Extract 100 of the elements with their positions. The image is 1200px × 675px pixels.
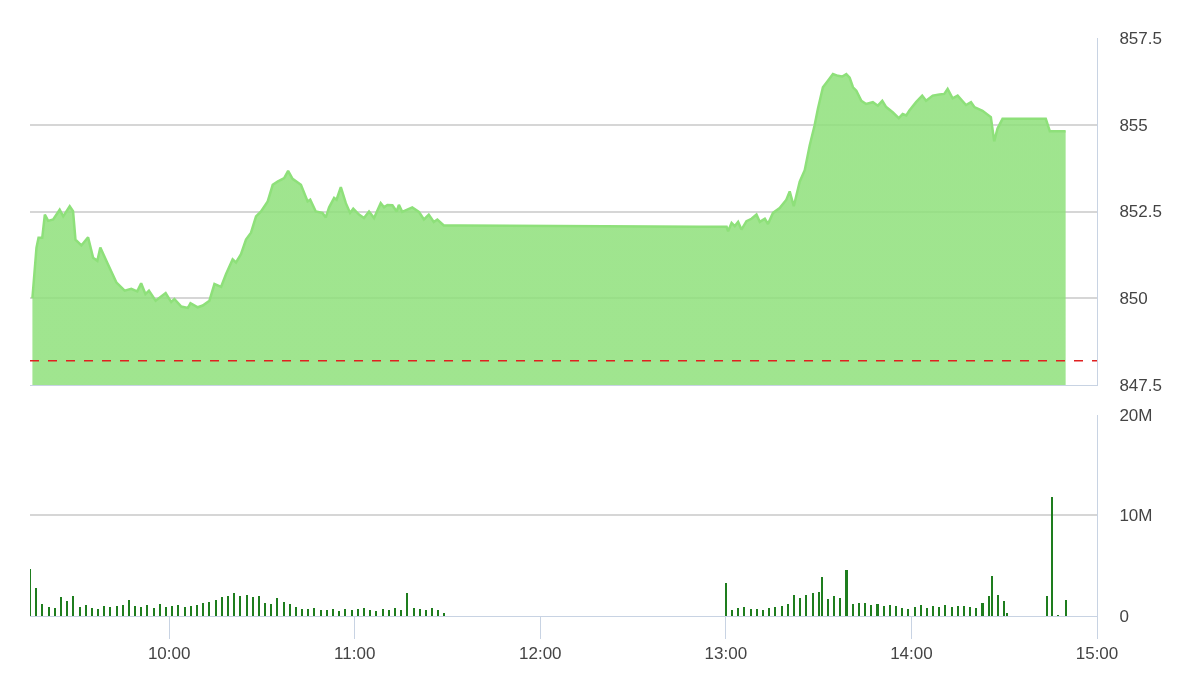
bar <box>35 587 37 616</box>
bar <box>85 604 87 616</box>
x-tick-label: 12:00 <box>519 644 562 664</box>
bar <box>845 569 848 616</box>
bar <box>332 608 334 616</box>
bar <box>997 594 999 616</box>
bar <box>375 610 377 616</box>
bar <box>122 604 124 616</box>
x-tick-label: 15:00 <box>1075 644 1119 664</box>
bar <box>246 594 248 616</box>
bar <box>190 605 192 616</box>
bar <box>351 609 353 616</box>
bar <box>301 608 303 616</box>
y-tick-label: 852.5 <box>1119 202 1162 222</box>
y-tick-label: 847.5 <box>1119 375 1162 395</box>
bar <box>431 607 433 616</box>
bar <box>283 601 285 616</box>
bar <box>134 605 136 616</box>
bar <box>951 606 953 616</box>
bar <box>839 597 841 616</box>
bar <box>357 608 359 616</box>
bar <box>363 607 365 616</box>
bar <box>991 575 993 616</box>
bar <box>258 595 260 616</box>
bar <box>344 608 346 616</box>
bar <box>313 607 315 616</box>
bar <box>400 609 402 616</box>
x-tick-label: 10:00 <box>147 644 191 664</box>
bar <box>338 610 340 616</box>
bar <box>146 604 148 616</box>
bar <box>116 605 118 616</box>
bar <box>781 605 783 616</box>
bar <box>289 603 291 616</box>
bar <box>768 607 770 616</box>
bar <box>48 606 50 616</box>
bar <box>140 606 142 616</box>
bar <box>827 598 829 616</box>
y-tick-label: 10M <box>1119 506 1153 526</box>
bar <box>907 608 909 616</box>
bar <box>276 597 278 616</box>
bar <box>320 609 322 616</box>
bar <box>864 602 866 616</box>
bar <box>969 606 971 616</box>
bar <box>812 592 814 616</box>
bar <box>1051 496 1053 616</box>
bar <box>821 576 823 616</box>
bar <box>889 604 891 616</box>
bar <box>805 594 807 616</box>
bar <box>787 603 789 616</box>
bar <box>72 595 74 616</box>
bar <box>165 606 167 616</box>
y-tick-label: 857.5 <box>1119 28 1162 48</box>
bar <box>171 605 173 616</box>
bar <box>388 609 390 616</box>
bar <box>227 595 229 616</box>
bar <box>944 604 946 616</box>
bar <box>208 601 210 616</box>
bar <box>252 596 254 616</box>
bar <box>774 606 776 616</box>
bar <box>957 605 959 616</box>
bar <box>762 609 764 616</box>
bar <box>1065 599 1067 616</box>
bar <box>852 603 854 616</box>
bar <box>196 604 198 616</box>
y-tick-label: 20M <box>1119 405 1153 425</box>
bar <box>270 603 272 616</box>
bar <box>221 596 223 616</box>
bar <box>202 602 204 616</box>
bar <box>975 607 977 616</box>
bar <box>1046 595 1048 616</box>
bar <box>926 607 928 616</box>
bar <box>883 605 885 616</box>
bar <box>870 604 872 616</box>
bar <box>264 602 266 616</box>
bar <box>793 594 795 616</box>
bar <box>419 608 421 616</box>
bar <box>443 612 445 616</box>
bar <box>103 605 105 616</box>
bar <box>326 609 328 616</box>
bar <box>743 606 745 616</box>
bar <box>54 607 56 616</box>
x-tick-label: 11:00 <box>334 644 376 664</box>
bar <box>66 600 68 616</box>
bar <box>91 607 93 616</box>
bar <box>920 604 922 616</box>
bar <box>833 595 835 616</box>
bar <box>60 596 62 616</box>
bar <box>159 603 161 616</box>
y-tick-label: 850 <box>1119 289 1148 309</box>
bar <box>382 608 384 616</box>
x-tick-label: 13:00 <box>704 644 748 664</box>
bar <box>97 608 99 616</box>
bar <box>295 606 297 616</box>
bar <box>215 599 217 616</box>
bar <box>914 606 916 616</box>
y-tick-label: 0 <box>1119 606 1129 626</box>
y-tick-label: 855 <box>1119 115 1148 135</box>
bar <box>938 606 940 616</box>
bar <box>369 609 371 616</box>
bar <box>41 603 43 616</box>
